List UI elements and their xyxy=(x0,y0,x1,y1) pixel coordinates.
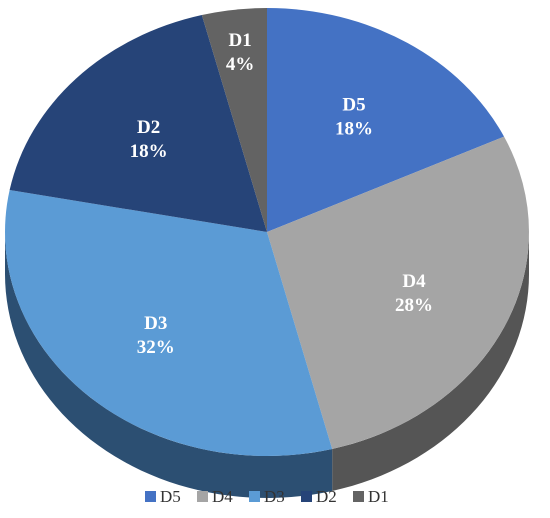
pie-top-layer xyxy=(5,8,529,456)
legend-label-d1: D1 xyxy=(368,487,389,506)
pie-side-d4 xyxy=(332,232,529,491)
legend: D5 D4 D3 D2 D1 xyxy=(145,487,389,506)
slice-label-name-d1: D1 xyxy=(228,30,251,51)
slice-label-value-d1: 4% xyxy=(226,54,255,75)
slice-label-value-d4: 28% xyxy=(395,295,433,316)
slice-label-name-d4: D4 xyxy=(402,271,426,292)
slice-label-value-d2: 18% xyxy=(130,141,168,162)
pie-slice-d1 xyxy=(201,8,267,232)
legend-label-d4: D4 xyxy=(212,487,233,506)
slice-label-name-d3: D3 xyxy=(144,313,167,334)
legend-swatch-d1 xyxy=(353,491,364,502)
slice-label-name-d5: D5 xyxy=(342,95,365,116)
legend-swatch-d3 xyxy=(249,491,260,502)
legend-label-d2: D2 xyxy=(316,487,337,506)
pie-side-layer xyxy=(5,232,529,498)
pie-slice-d2 xyxy=(9,15,267,233)
slice-label-layer: D5 18% D4 28% D3 32% D2 18% D1 4% xyxy=(130,30,433,358)
pie-slice-d3 xyxy=(5,190,333,456)
pie-slice-d4 xyxy=(267,136,529,449)
legend-label-d5: D5 xyxy=(160,487,181,506)
legend-swatch-d5 xyxy=(145,491,156,502)
legend-swatch-d2 xyxy=(301,491,312,502)
legend-swatch-d4 xyxy=(197,491,208,502)
slice-label-value-d3: 32% xyxy=(137,337,175,358)
legend-label-d3: D3 xyxy=(264,487,285,506)
pie-slice-d5 xyxy=(267,8,505,232)
pie-side-d3 xyxy=(5,232,333,498)
slice-label-name-d2: D2 xyxy=(137,117,160,138)
slice-label-value-d5: 18% xyxy=(335,119,373,140)
